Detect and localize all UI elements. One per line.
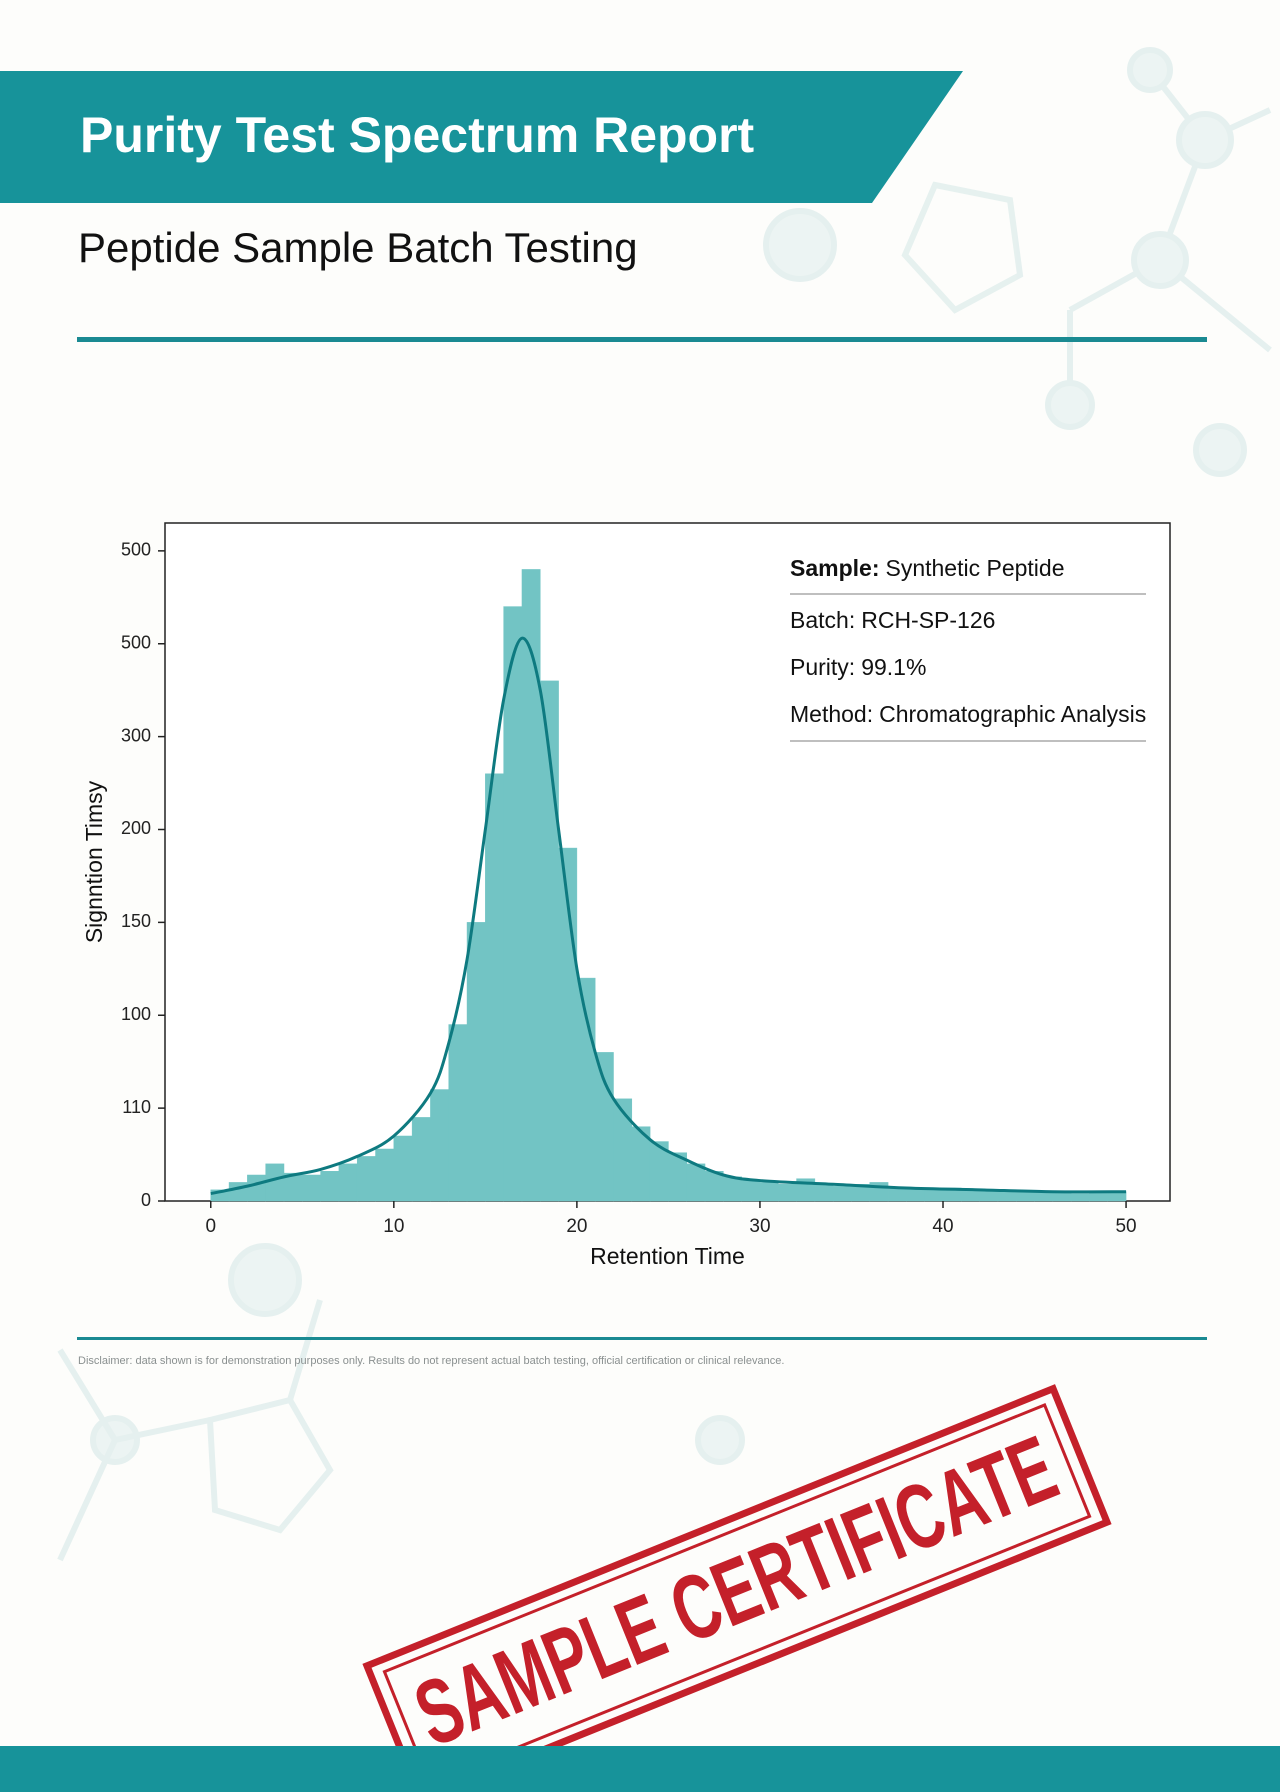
histogram-bar	[430, 1089, 449, 1202]
info-line: Sample: Synthetic Peptide	[790, 555, 1065, 581]
x-tick-label: 0	[205, 1216, 216, 1237]
histogram-bar	[741, 1180, 761, 1202]
histogram-bar	[1070, 1193, 1090, 1202]
histogram-bar	[814, 1184, 834, 1202]
histogram-bar	[887, 1187, 907, 1202]
y-tick-label: 150	[121, 911, 151, 931]
info-label: Batch:	[790, 607, 855, 633]
histogram-bar	[228, 1182, 248, 1202]
stamp-border	[362, 1384, 1112, 1792]
footnote: Disclaimer: data shown is for demonstrat…	[78, 1355, 784, 1367]
divider	[77, 337, 1207, 342]
y-tick-label: 300	[121, 725, 151, 745]
histogram-bar	[265, 1163, 285, 1202]
fit-curve	[210, 636, 1127, 1196]
y-tick-label: 500	[121, 632, 151, 652]
histogram-bar	[594, 1052, 614, 1202]
histogram-bar	[997, 1191, 1017, 1202]
info-line: Method: Chromatographic Analysis	[790, 701, 1146, 727]
histogram-bar	[393, 1135, 413, 1202]
histogram-bar	[723, 1176, 742, 1202]
histogram-bar	[466, 922, 486, 1202]
title-banner	[0, 71, 963, 203]
histogram-bar	[302, 1174, 321, 1202]
histogram-bar	[1015, 1191, 1035, 1202]
info-label: Method:	[790, 701, 873, 727]
x-tick-label: 20	[566, 1216, 587, 1237]
x-tick-label: 50	[1115, 1216, 1136, 1237]
y-tick-label: 110	[122, 1097, 151, 1117]
histogram-bar	[924, 1189, 944, 1202]
y-tick-label: 0	[141, 1190, 151, 1210]
y-tick-label: 200	[121, 818, 151, 838]
histogram-bar	[686, 1163, 706, 1202]
info-value: 99.1%	[861, 654, 926, 680]
y-tick-label: 100	[121, 1004, 151, 1024]
histogram-bar	[521, 569, 541, 1202]
plot-area	[164, 522, 1171, 1202]
x-axis-label: Retention Time	[590, 1243, 745, 1269]
histogram-bar	[759, 1182, 779, 1202]
chart: 0 110 100 150 200 300 500 500 0 10 20 30 40 50 Retenti…	[81, 522, 1171, 1269]
histogram-bar	[320, 1171, 340, 1202]
histogram-bar	[778, 1184, 797, 1202]
histogram-bar	[356, 1156, 376, 1202]
histogram-bar	[448, 1024, 468, 1202]
histogram-bar	[338, 1163, 358, 1202]
report-title: Purity Test Spectrum Report	[80, 107, 755, 163]
histogram-bar	[503, 606, 523, 1202]
stamp-text: SAMPLE CERTIFICATE	[402, 1417, 1071, 1766]
x-tick-label: 30	[749, 1216, 770, 1237]
report-subtitle: Peptide Sample Batch Testing	[78, 224, 638, 271]
divider	[77, 1337, 1207, 1340]
histogram-bar	[961, 1189, 980, 1202]
histogram-bar	[832, 1185, 852, 1202]
y-axis-label: Signntion Timsy	[81, 780, 107, 943]
x-tick-label: 10	[383, 1216, 404, 1237]
histogram-bar	[375, 1148, 395, 1202]
info-label: Purity:	[790, 654, 855, 680]
info-value: Synthetic Peptide	[885, 555, 1064, 581]
background-molecules	[57, 47, 1272, 1562]
x-tick-label: 40	[932, 1216, 953, 1237]
info-line: Batch: RCH-SP-126	[790, 607, 995, 633]
histogram-bar	[411, 1117, 431, 1202]
histogram-bar	[247, 1174, 266, 1202]
info-value: RCH-SP-126	[861, 607, 995, 633]
footer-bar	[0, 1746, 1280, 1792]
y-tick-label: 500	[121, 540, 151, 560]
info-line: Purity: 99.1%	[790, 654, 926, 680]
stamp-border	[382, 1403, 1092, 1785]
info-label: Sample:	[790, 555, 879, 581]
info-value: Chromatographic Analysis	[879, 701, 1146, 727]
histogram-bar	[485, 773, 504, 1202]
